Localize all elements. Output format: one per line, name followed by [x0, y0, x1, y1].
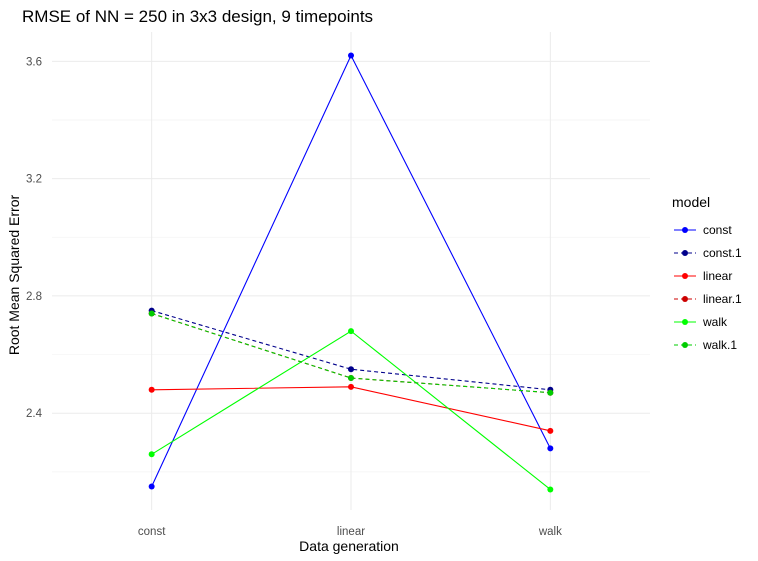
data-point-const — [148, 483, 155, 490]
y-axis-title: Root Mean Squared Error — [6, 195, 22, 356]
legend-label: linear.1 — [703, 292, 742, 306]
legend-item-const: const — [674, 223, 732, 237]
chart-title: RMSE of NN = 250 in 3x3 design, 9 timepo… — [22, 7, 373, 26]
grid — [52, 32, 650, 510]
legend-key-point — [682, 227, 688, 233]
x-tick-label: const — [138, 526, 166, 538]
legend-item-const-1: const.1 — [674, 246, 742, 260]
data-point-walk — [547, 486, 554, 493]
legend-key-point — [682, 342, 688, 348]
legend-label: walk.1 — [702, 338, 737, 352]
data-point-walk — [348, 328, 354, 335]
legend-label: walk — [702, 315, 728, 329]
legend-item-walk: walk — [674, 315, 728, 329]
y-tick-label: 3.6 — [26, 56, 42, 68]
legend-key-point — [682, 250, 688, 256]
legend-label: const.1 — [703, 246, 742, 260]
legend-label: const — [703, 223, 732, 237]
data-point-linear — [348, 383, 354, 390]
x-tick-label: linear — [337, 526, 365, 538]
data-point-linear — [547, 427, 554, 434]
x-axis-title: Data generation — [299, 538, 399, 554]
legend-title: model — [672, 194, 710, 210]
legend: model const const.1 linear linear.1 walk walk… — [672, 194, 742, 352]
legend-item-walk-1: walk.1 — [674, 338, 737, 352]
legend-label: linear — [703, 269, 732, 283]
legend-item-linear-1: linear.1 — [674, 292, 742, 306]
data-point-const — [348, 52, 354, 59]
x-axis-ticks: const linear walk — [138, 526, 562, 538]
legend-item-linear: linear — [674, 269, 732, 283]
legend-key-point — [682, 296, 688, 302]
data-point-walk-1 — [547, 389, 554, 396]
y-tick-label: 2.4 — [26, 408, 43, 420]
data-point-walk-1 — [148, 310, 155, 317]
legend-key-point — [682, 319, 688, 325]
y-axis-ticks: 2.4 2.8 3.2 3.6 — [26, 56, 43, 420]
x-tick-label: walk — [538, 526, 562, 538]
y-tick-label: 2.8 — [26, 291, 42, 303]
data-point-const-1 — [348, 366, 354, 373]
series-points — [148, 52, 554, 493]
data-point-const — [547, 445, 554, 452]
data-point-walk — [148, 451, 155, 458]
data-point-linear — [148, 386, 155, 393]
y-tick-label: 3.2 — [26, 174, 42, 186]
data-point-walk-1 — [348, 375, 354, 382]
legend-key-point — [682, 273, 688, 279]
